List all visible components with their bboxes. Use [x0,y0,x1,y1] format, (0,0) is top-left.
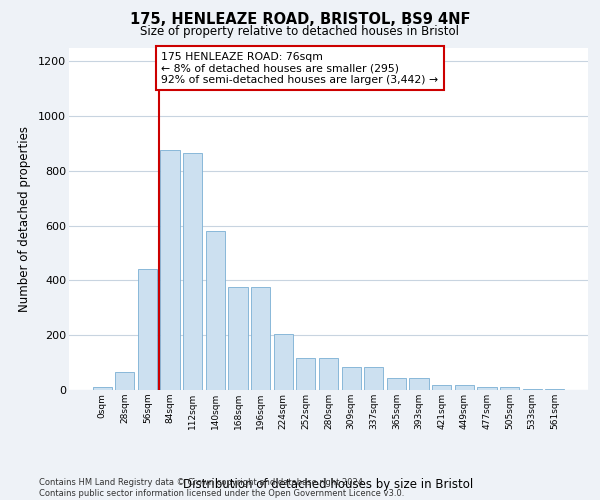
Bar [160,150,180,390]
Bar [387,378,406,390]
Bar [341,366,361,390]
Bar [477,388,497,390]
Bar [455,384,474,390]
Bar [183,153,202,390]
Bar [364,366,383,390]
Y-axis label: Number of detached properties: Number of detached properties [18,126,31,312]
Bar [523,388,542,390]
Bar [206,231,225,390]
Bar [296,358,316,390]
Bar [115,372,134,390]
Bar [319,358,338,390]
Text: 175, HENLEAZE ROAD, BRISTOL, BS9 4NF: 175, HENLEAZE ROAD, BRISTOL, BS9 4NF [130,12,470,28]
Bar [500,388,519,390]
Bar [92,386,112,390]
Bar [545,388,565,390]
Bar [138,270,157,390]
X-axis label: Distribution of detached houses by size in Bristol: Distribution of detached houses by size … [184,478,473,491]
Text: Size of property relative to detached houses in Bristol: Size of property relative to detached ho… [140,25,460,38]
Bar [274,334,293,390]
Bar [229,287,248,390]
Bar [432,384,451,390]
Text: Contains HM Land Registry data © Crown copyright and database right 2024.
Contai: Contains HM Land Registry data © Crown c… [39,478,404,498]
Text: 175 HENLEAZE ROAD: 76sqm
← 8% of detached houses are smaller (295)
92% of semi-d: 175 HENLEAZE ROAD: 76sqm ← 8% of detache… [161,52,438,85]
Bar [409,378,428,390]
Bar [251,287,270,390]
